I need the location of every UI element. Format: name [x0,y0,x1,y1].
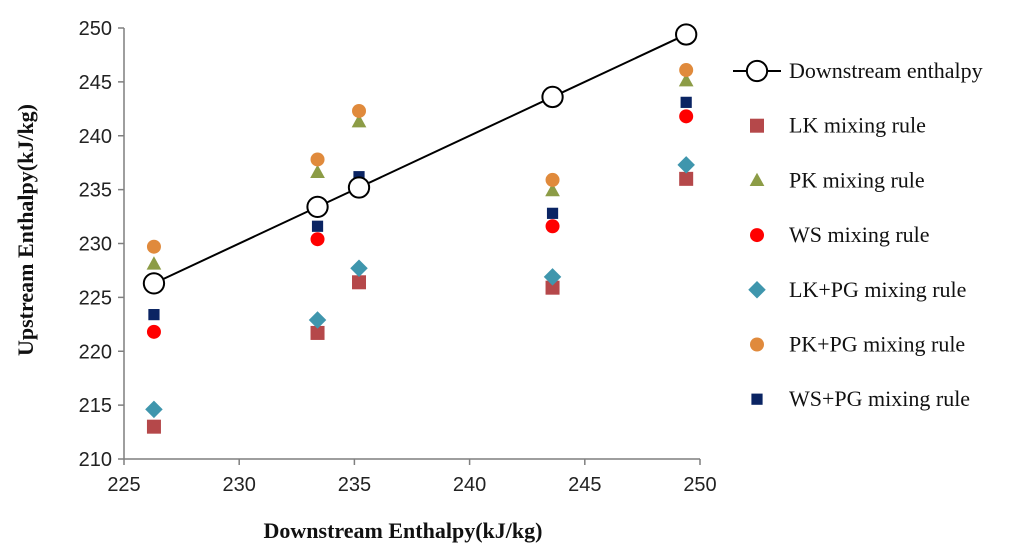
data-point [546,207,559,219]
legend-label: LK mixing rule [789,113,926,138]
data-point [678,73,694,87]
data-point [146,419,161,434]
axes [123,28,700,460]
y-tick-label: 235 [79,180,112,202]
legend-marker [751,393,763,405]
legend-item: Downstream enthalpy [733,58,983,83]
x-tick-label: 245 [568,474,601,496]
legend-item: WS mixing rule [750,222,930,247]
x-tick-label: 250 [683,474,716,496]
data-point [545,172,560,187]
series-line [153,33,687,285]
series-pk-mixing-rule [146,73,694,270]
data-point [146,256,162,270]
data-point [311,220,324,232]
series-lk-mixing-rule [146,171,694,434]
data-point [677,156,695,174]
data-point [675,23,698,46]
y-tick-label: 230 [79,234,112,256]
y-axis-title: Upstream Enthalpy(kJ/kg) [13,104,38,356]
y-tick-label: 210 [79,449,112,471]
data-point [679,109,694,124]
y-tick-label: 225 [79,287,112,309]
series-ws-mixing-rule [146,109,694,339]
data-point [545,280,560,295]
series-lk-pg-mixing-rule [145,156,695,419]
legend-marker [750,337,764,352]
series-layer [142,23,698,434]
legend-label: Downstream enthalpy [789,58,983,83]
data-point [310,232,325,247]
legend-label: LK+PG mixing rule [789,277,966,302]
legend-item: PK mixing rule [749,167,925,192]
data-point [541,85,564,109]
legend-marker [749,172,765,186]
legend-label: PK+PG mixing rule [789,332,965,357]
legend-marker [750,228,764,243]
data-point [679,171,694,186]
x-axis-title: Downstream Enthalpy(kJ/kg) [264,518,543,543]
legend-marker [750,118,764,133]
legend-label: WS+PG mixing rule [789,386,970,411]
legend-item: LK mixing rule [750,113,926,138]
data-point [679,63,694,78]
data-point [145,400,163,419]
data-point [148,309,160,321]
legend-label: WS mixing rule [789,222,930,247]
data-point [352,275,367,290]
data-point [545,219,560,234]
data-point [146,324,161,339]
y-tick-label: 240 [79,126,112,148]
data-point [310,152,325,167]
y-axis-ticks: 210 215 220 225 230 235 240 245 250 [79,18,124,471]
legend-marker [745,59,769,83]
legend: Downstream enthalpy LK mixing rule PK mixi… [733,58,983,411]
data-point [680,96,692,108]
data-point [310,325,325,340]
x-axis-ticks: 225 230 235 240 245 250 [107,459,717,496]
data-point [545,183,560,197]
data-point [350,259,368,278]
series-downstream-enthalpy [142,23,698,295]
y-tick-label: 245 [79,72,112,94]
data-point [146,239,161,254]
x-tick-label: 235 [338,474,371,496]
legend-marker [748,281,766,299]
legend-item: PK+PG mixing rule [750,332,965,357]
data-point [347,176,371,199]
series-ws-pg-mixing-rule [148,96,692,321]
data-point [142,272,166,295]
legend-item: LK+PG mixing rule [748,277,966,302]
data-point [308,311,327,329]
x-tick-label: 240 [453,474,486,496]
legend-item: WS+PG mixing rule [751,386,970,411]
legend-label: PK mixing rule [789,167,925,192]
y-tick-label: 220 [79,341,112,363]
data-point [543,268,562,286]
data-point [351,114,367,128]
series-pk-pg-mixing-rule [146,63,694,254]
data-point [310,164,325,178]
y-tick-label: 215 [79,395,112,417]
data-point [352,103,367,118]
x-tick-label: 225 [107,474,140,496]
x-tick-label: 230 [223,474,256,496]
data-point [306,195,329,219]
y-tick-label: 250 [79,18,112,40]
